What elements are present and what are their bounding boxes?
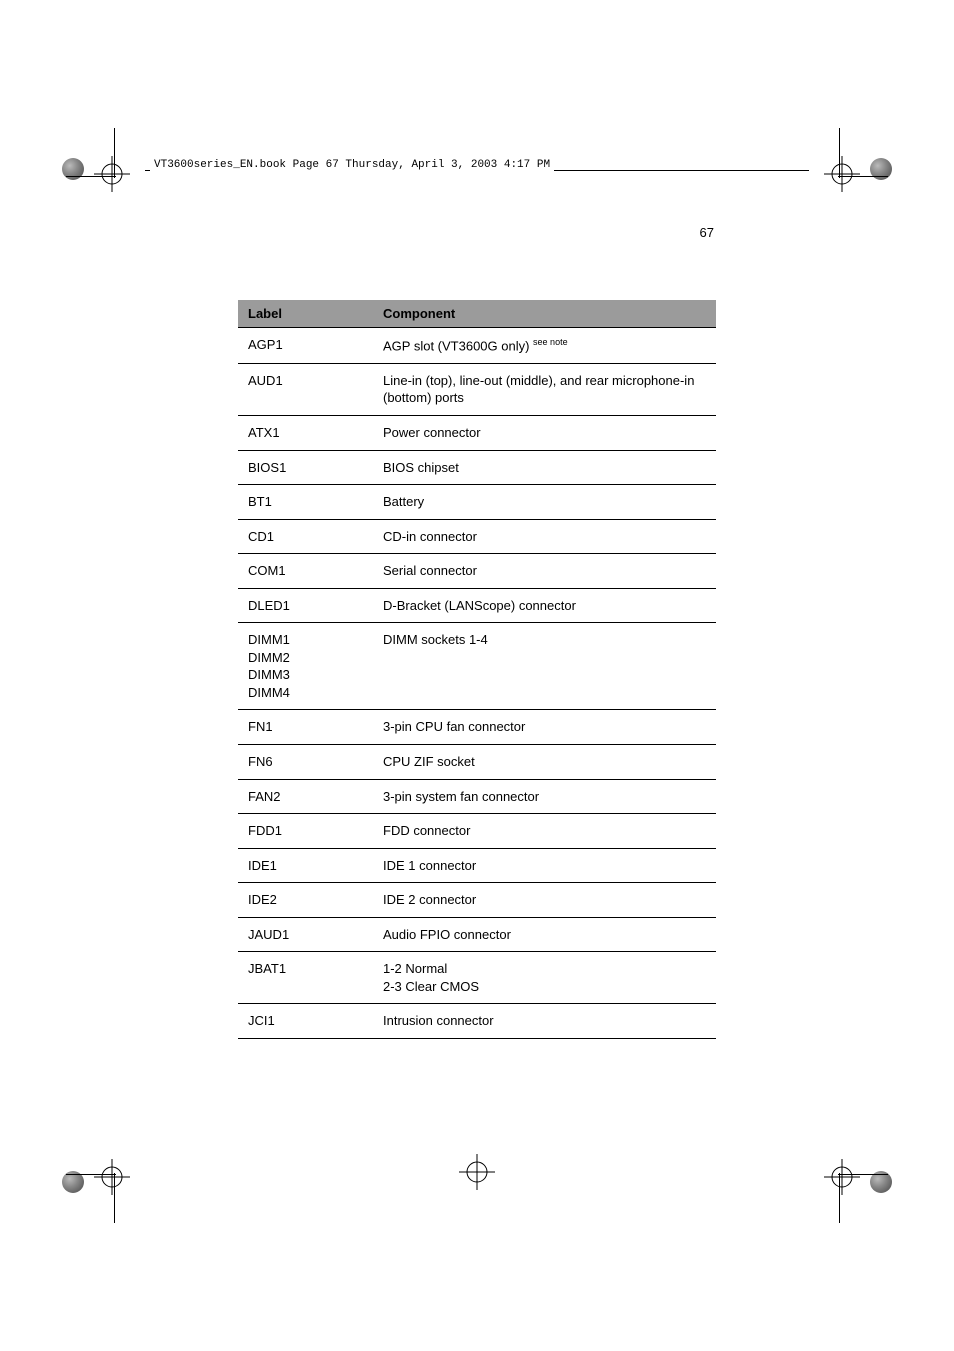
column-header-component: Component — [373, 300, 716, 328]
cell-label: JAUD1 — [238, 917, 373, 952]
table-row: ATX1Power connector — [238, 415, 716, 450]
cell-label: COM1 — [238, 554, 373, 589]
cell-label: CD1 — [238, 519, 373, 554]
cell-label: FDD1 — [238, 814, 373, 849]
column-header-label: Label — [238, 300, 373, 328]
cell-label: ATX1 — [238, 415, 373, 450]
cell-component: Intrusion connector — [373, 1004, 716, 1039]
table-row: FAN23-pin system fan connector — [238, 779, 716, 814]
cell-component: DIMM sockets 1-4 — [373, 623, 716, 710]
table-row: AGP1AGP slot (VT3600G only) see note — [238, 328, 716, 364]
cell-component: Serial connector — [373, 554, 716, 589]
cell-component: D-Bracket (LANScope) connector — [373, 588, 716, 623]
component-table: Label Component AGP1AGP slot (VT3600G on… — [238, 300, 716, 1039]
cell-component: FDD connector — [373, 814, 716, 849]
table-row: JBAT11-2 Normal 2-3 Clear CMOS — [238, 952, 716, 1004]
cell-label: DIMM1 DIMM2 DIMM3 DIMM4 — [238, 623, 373, 710]
table-row: JAUD1Audio FPIO connector — [238, 917, 716, 952]
registration-mark-icon — [88, 150, 136, 198]
table-row: DLED1D-Bracket (LANScope) connector — [238, 588, 716, 623]
cell-component: IDE 2 connector — [373, 883, 716, 918]
cell-component: AGP slot (VT3600G only) see note — [373, 328, 716, 364]
table-row: IDE1IDE 1 connector — [238, 848, 716, 883]
table-row: FN6CPU ZIF socket — [238, 744, 716, 779]
table-row: AUD1Line-in (top), line-out (middle), an… — [238, 363, 716, 415]
table-row: FDD1FDD connector — [238, 814, 716, 849]
cell-label: DLED1 — [238, 588, 373, 623]
cell-label: FAN2 — [238, 779, 373, 814]
cell-component: BIOS chipset — [373, 450, 716, 485]
cell-component: 3-pin system fan connector — [373, 779, 716, 814]
component-table-container: Label Component AGP1AGP slot (VT3600G on… — [238, 300, 716, 1039]
registration-mark-icon — [818, 1153, 866, 1201]
cell-component: Audio FPIO connector — [373, 917, 716, 952]
cell-component: CPU ZIF socket — [373, 744, 716, 779]
cell-label: AGP1 — [238, 328, 373, 364]
cell-component: IDE 1 connector — [373, 848, 716, 883]
cell-label: BT1 — [238, 485, 373, 520]
table-row: FN13-pin CPU fan connector — [238, 710, 716, 745]
cell-label: FN6 — [238, 744, 373, 779]
table-row: CD1CD-in connector — [238, 519, 716, 554]
registration-mark-icon — [818, 150, 866, 198]
cell-component: Power connector — [373, 415, 716, 450]
cell-component: Battery — [373, 485, 716, 520]
cell-label: JCI1 — [238, 1004, 373, 1039]
header-filename: VT3600series_EN.book Page 67 Thursday, A… — [150, 159, 554, 171]
cell-label: IDE1 — [238, 848, 373, 883]
cell-label: IDE2 — [238, 883, 373, 918]
table-row: IDE2IDE 2 connector — [238, 883, 716, 918]
cell-component: Line-in (top), line-out (middle), and re… — [373, 363, 716, 415]
cell-label: BIOS1 — [238, 450, 373, 485]
cell-label: JBAT1 — [238, 952, 373, 1004]
table-row: BIOS1BIOS chipset — [238, 450, 716, 485]
table-row: COM1Serial connector — [238, 554, 716, 589]
table-row: DIMM1 DIMM2 DIMM3 DIMM4DIMM sockets 1-4 — [238, 623, 716, 710]
page-number: 67 — [700, 225, 714, 240]
cell-component: 3-pin CPU fan connector — [373, 710, 716, 745]
cell-component: 1-2 Normal 2-3 Clear CMOS — [373, 952, 716, 1004]
cell-label: FN1 — [238, 710, 373, 745]
cell-label: AUD1 — [238, 363, 373, 415]
table-row: JCI1Intrusion connector — [238, 1004, 716, 1039]
registration-mark-icon — [88, 1153, 136, 1201]
registration-mark-icon — [453, 1148, 501, 1201]
table-row: BT1Battery — [238, 485, 716, 520]
cell-component: CD-in connector — [373, 519, 716, 554]
